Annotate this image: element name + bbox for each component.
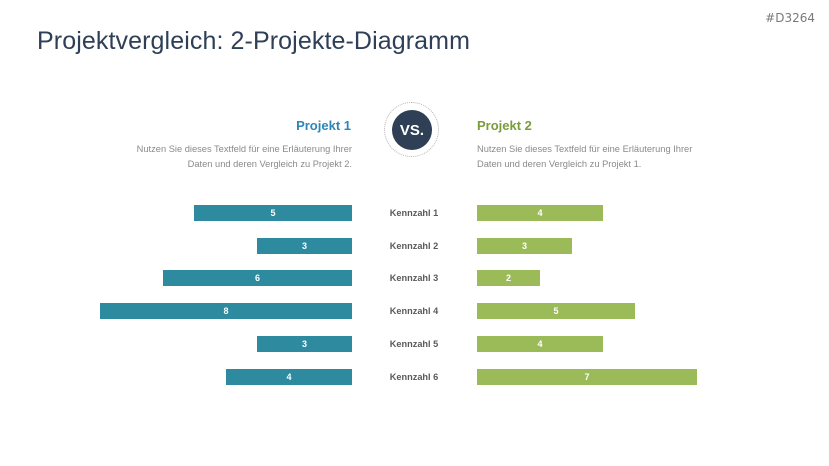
project2-description: Nutzen Sie dieses Textfeld für eine Erlä…: [477, 144, 693, 169]
kpi-label: Kennzahl 6: [389, 372, 439, 382]
chart-row: 4 Kennzahl 6 7: [0, 369, 829, 386]
project2-bar: 5: [477, 303, 635, 319]
project2-bar: 4: [477, 205, 603, 221]
project1-description: Nutzen Sie dieses Textfeld für eine Erlä…: [136, 144, 352, 169]
page-title: Projektvergleich: 2-Projekte-Diagramm: [37, 27, 471, 55]
kpi-label: Kennzahl 2: [389, 241, 439, 251]
project1-bar: 5: [194, 205, 352, 221]
project1-bar: 3: [257, 336, 352, 352]
project2-heading: Projekt 2: [477, 118, 532, 133]
chart-row: 3 Kennzahl 2 3: [0, 238, 829, 255]
chart-row: 6 Kennzahl 3 2: [0, 270, 829, 287]
project2-bar: 3: [477, 238, 572, 254]
project2-bar: 4: [477, 336, 603, 352]
page-id: #D3264: [765, 11, 815, 25]
kpi-label: Kennzahl 1: [389, 208, 439, 218]
chart-row: 5 Kennzahl 1 4: [0, 205, 829, 222]
vs-badge: VS.: [392, 110, 432, 150]
kpi-label: Kennzahl 5: [389, 339, 439, 349]
project1-heading: Projekt 1: [296, 118, 351, 133]
project2-bar: 2: [477, 270, 540, 286]
chart-row: 3 Kennzahl 5 4: [0, 336, 829, 353]
project1-bar: 8: [100, 303, 352, 319]
project2-bar: 7: [477, 369, 697, 385]
project1-bar: 6: [163, 270, 352, 286]
chart-row: 8 Kennzahl 4 5: [0, 303, 829, 320]
project1-bar: 4: [226, 369, 352, 385]
project1-bar: 3: [257, 238, 352, 254]
kpi-label: Kennzahl 4: [389, 306, 439, 316]
kpi-label: Kennzahl 3: [389, 273, 439, 283]
vs-dotted-ring: [384, 102, 439, 157]
